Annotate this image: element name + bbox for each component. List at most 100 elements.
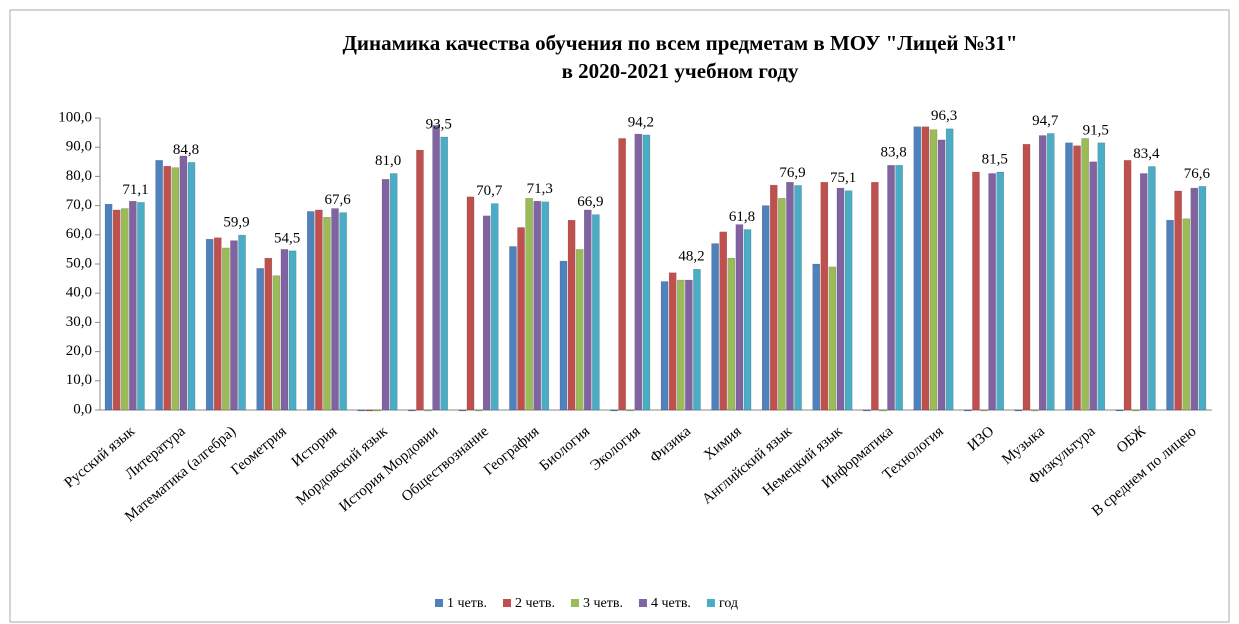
bar: [642, 134, 651, 411]
bar: [583, 209, 592, 411]
bar: [668, 272, 677, 411]
data-label: 71,3: [527, 181, 553, 197]
y-tick-label: 80,0: [66, 168, 92, 184]
bar: [315, 209, 323, 411]
bar: [1046, 133, 1055, 411]
bar: [844, 190, 853, 411]
bar: [205, 238, 214, 411]
bar: [1014, 409, 1023, 412]
bar: [769, 184, 778, 411]
data-label: 71,1: [122, 182, 148, 198]
data-label: 83,8: [881, 145, 907, 161]
data-label: 76,9: [779, 165, 805, 181]
bar: [1174, 190, 1182, 411]
bar: [137, 202, 145, 411]
bar: [179, 155, 188, 411]
bar: [306, 211, 315, 411]
bar: [693, 269, 701, 411]
bar: [711, 243, 719, 411]
bar: [424, 409, 432, 412]
legend-swatch: [638, 599, 647, 607]
bar: [525, 198, 533, 411]
bar: [1190, 187, 1199, 411]
bar: [222, 247, 230, 411]
bar: [1198, 186, 1207, 411]
chart-title: в 2020-2021 учебном году: [562, 59, 799, 83]
bar: [618, 138, 626, 411]
bar: [812, 263, 821, 411]
bar: [862, 409, 871, 412]
y-tick-label: 100,0: [58, 109, 92, 125]
data-label: 96,3: [931, 108, 957, 124]
bar: [1182, 218, 1191, 411]
data-label: 61,8: [729, 209, 755, 225]
bar: [112, 209, 121, 411]
bar: [416, 149, 424, 411]
bar: [786, 181, 794, 411]
bar: [980, 409, 988, 412]
bar: [937, 139, 946, 411]
y-tick-label: 70,0: [66, 197, 92, 213]
bar: [357, 409, 366, 412]
bar: [1030, 409, 1039, 412]
legend-label: 2 четв.: [515, 596, 555, 611]
bar: [187, 162, 196, 411]
bar: [339, 212, 347, 411]
bar: [871, 181, 879, 411]
legend-label: 1 четв.: [447, 596, 487, 611]
bar: [1089, 161, 1098, 411]
bar: [685, 279, 693, 411]
bar: [1139, 173, 1148, 411]
bar: [331, 208, 339, 411]
bar: [230, 240, 238, 411]
bar: [972, 171, 980, 411]
bar: [567, 219, 576, 411]
bar: [365, 409, 374, 412]
y-tick-label: 40,0: [66, 285, 92, 301]
data-label: 54,5: [274, 230, 300, 246]
bar: [836, 187, 845, 411]
bar: [895, 165, 903, 411]
bar: [887, 165, 895, 411]
bar: [660, 281, 669, 411]
data-label: 59,9: [223, 215, 249, 231]
bar: [743, 229, 752, 411]
data-label: 83,4: [1133, 146, 1160, 162]
bar: [104, 203, 113, 411]
bar: [1038, 135, 1047, 411]
data-label: 48,2: [678, 249, 704, 265]
bar: [879, 409, 887, 412]
legend-swatch: [706, 599, 715, 607]
bar: [381, 179, 390, 411]
bar: [575, 249, 584, 411]
legend-swatch: [502, 599, 511, 607]
y-tick-label: 20,0: [66, 343, 92, 359]
bar: [1022, 144, 1031, 411]
bar: [466, 196, 475, 411]
bar: [323, 217, 331, 411]
data-label: 66,9: [577, 194, 603, 210]
bar: [288, 250, 297, 411]
bar: [1148, 166, 1156, 411]
y-tick-label: 90,0: [66, 139, 92, 155]
bar: [676, 279, 685, 411]
legend-label: 3 четв.: [583, 596, 623, 611]
bar: [264, 257, 273, 411]
bar: [440, 136, 449, 411]
data-label: 70,7: [476, 183, 503, 199]
bar: [272, 275, 281, 411]
data-label: 67,6: [325, 192, 352, 208]
data-label: 94,2: [628, 114, 654, 130]
bar: [482, 215, 491, 411]
data-label: 84,8: [173, 142, 199, 158]
bar: [1065, 142, 1073, 411]
data-label: 93,5: [426, 116, 452, 132]
bar: [256, 268, 265, 411]
chart-title: Динамика качества обучения по всем предм…: [342, 31, 1017, 55]
bar: [408, 409, 416, 412]
y-tick-label: 30,0: [66, 314, 92, 330]
data-label: 91,5: [1083, 122, 1109, 138]
bar: [727, 257, 736, 411]
bar: [238, 234, 246, 411]
bar: [509, 246, 517, 411]
